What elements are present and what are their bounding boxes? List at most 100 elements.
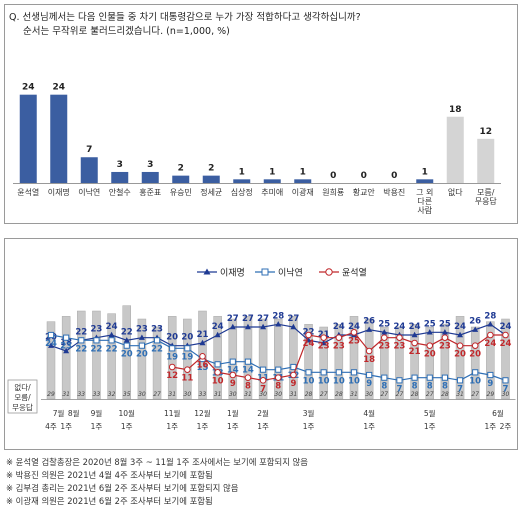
series-2-point-27 — [456, 342, 464, 349]
bar-value-label-7: 1 — [239, 167, 245, 177]
trend-bar-1 — [61, 316, 71, 400]
legend-marker-1 — [261, 268, 269, 276]
series-0-point-17 — [305, 337, 312, 343]
series-2-label-11: 10 — [212, 376, 224, 386]
category-label-9: 이광재 — [292, 187, 314, 197]
series-1-point-20 — [350, 369, 358, 376]
bar-0 — [19, 94, 37, 183]
legend-label-0: 이재명 — [220, 268, 245, 279]
series-1-label-6: 20 — [136, 350, 148, 360]
series-1-label-13: 14 — [242, 366, 254, 376]
bar-1 — [50, 94, 68, 183]
bar-value-label-14: 18 — [449, 105, 462, 115]
category-label-8: 추미애 — [261, 188, 283, 197]
series-2-label-14: 7 — [260, 384, 266, 394]
trend-bar-label-2: 33 — [77, 391, 85, 398]
month-label-1: 8월 — [68, 408, 80, 418]
bar-value-label-8: 1 — [269, 167, 275, 177]
series-1-label-12: 14 — [227, 366, 239, 376]
bar-value-label-13: 1 — [422, 167, 428, 177]
trend-bar-28 — [470, 326, 480, 400]
series-2-label-16: 9 — [290, 379, 296, 389]
series-1-point-18 — [320, 369, 327, 376]
month-label-7: 2월 — [257, 408, 269, 418]
footnote-2: ※ 박용진 의원은 2021년 4월 4주 조사부터 보기에 포함됨 — [6, 470, 213, 480]
series-0-point-26 — [441, 329, 448, 335]
bar-13 — [416, 179, 434, 183]
series-0-point-22 — [381, 329, 388, 335]
trend-bar-label-7: 27 — [153, 391, 161, 398]
week-label-12: 2주 — [500, 422, 512, 431]
bar-value-label-2: 7 — [86, 145, 92, 155]
series-0-label-6: 23 — [136, 325, 148, 335]
trend-bar-label-9: 30 — [184, 391, 192, 398]
series-1-label-27: 7 — [457, 384, 463, 394]
category-label-7: 심상정 — [231, 187, 253, 197]
category-label-5: 유승민 — [170, 187, 192, 197]
bar-value-label-10: 0 — [330, 171, 336, 181]
series-1-point-7 — [153, 337, 161, 344]
series-0-label-14: 27 — [257, 314, 269, 324]
bar-6 — [202, 175, 220, 183]
trend-bar-label-24: 28 — [411, 391, 419, 398]
trend-bar-label-4: 32 — [108, 391, 116, 398]
series-1-point-5 — [123, 342, 130, 349]
category-label-14: 없다 — [448, 188, 463, 197]
series-0-label-26: 25 — [439, 319, 451, 329]
trend-bar-16 — [289, 316, 298, 400]
series-1-label-7: 22 — [151, 344, 163, 354]
series-0-point-25 — [426, 329, 433, 335]
category-label-10: 원희룡 — [322, 187, 344, 197]
trend-bar-22 — [380, 326, 389, 400]
series-0-point-12 — [229, 323, 236, 330]
trend-bar-17 — [304, 324, 313, 400]
series-1-point-4 — [108, 337, 115, 344]
series-0-label-10: 21 — [197, 330, 209, 340]
trend-bar-4 — [107, 313, 116, 400]
series-0-label-20: 24 — [348, 322, 360, 332]
series-2-label-30: 24 — [500, 339, 512, 349]
series-0-label-13: 27 — [242, 314, 254, 324]
series-0-point-11 — [214, 331, 221, 338]
week-label-4: 1주 — [166, 422, 178, 431]
series-1-point-6 — [138, 342, 146, 349]
category-label-15: 모름/무응답 — [475, 188, 498, 206]
series-2-point-29 — [487, 331, 494, 339]
series-2-label-23: 23 — [394, 342, 406, 352]
series-2-point-30 — [502, 331, 509, 339]
series-1-label-29: 9 — [487, 379, 493, 389]
series-0-label-30: 24 — [500, 322, 512, 332]
month-label-10: 5월 — [424, 408, 436, 418]
trend-bar-label-16: 31 — [290, 391, 298, 398]
series-0-label-25: 25 — [424, 319, 436, 329]
trend-bar-label-3: 33 — [93, 391, 101, 398]
series-0-label-27: 24 — [454, 322, 466, 332]
series-0-label-16: 27 — [287, 314, 299, 324]
trend-bar-2 — [77, 310, 86, 400]
series-0-label-2: 22 — [75, 327, 87, 337]
series-0-label-8: 20 — [166, 333, 178, 343]
series-1-point-0 — [47, 331, 55, 339]
series-1-label-22: 8 — [381, 382, 387, 392]
bar-7 — [233, 179, 251, 183]
week-label-8: 1주 — [303, 422, 315, 431]
trend-bar-18 — [319, 326, 328, 400]
series-2-point-10 — [199, 353, 206, 360]
week-label-11: 1주 — [485, 422, 497, 431]
series-1-point-19 — [335, 369, 342, 376]
month-label-2: 9월 — [91, 408, 103, 418]
footnote-1: ※ 윤석열 검찰총장은 2020년 8월 3주 ~ 11월 1주 조사에서는 보… — [6, 457, 308, 467]
series-0-point-29 — [487, 321, 494, 327]
trend-bar-label-15: 30 — [274, 391, 282, 398]
series-2-point-22 — [381, 334, 388, 341]
category-label-2: 이낙연 — [78, 187, 100, 197]
bar-value-label-12: 0 — [391, 171, 397, 181]
series-0-label-24: 24 — [409, 322, 421, 332]
series-0-point-27 — [457, 331, 464, 338]
trend-bar-7 — [152, 326, 162, 400]
series-0-label-29: 28 — [484, 311, 496, 321]
series-0-point-1 — [63, 347, 70, 354]
series-1-point-12 — [229, 358, 236, 365]
trend-bar-13 — [243, 316, 253, 400]
bar-value-label-15: 12 — [479, 127, 492, 137]
